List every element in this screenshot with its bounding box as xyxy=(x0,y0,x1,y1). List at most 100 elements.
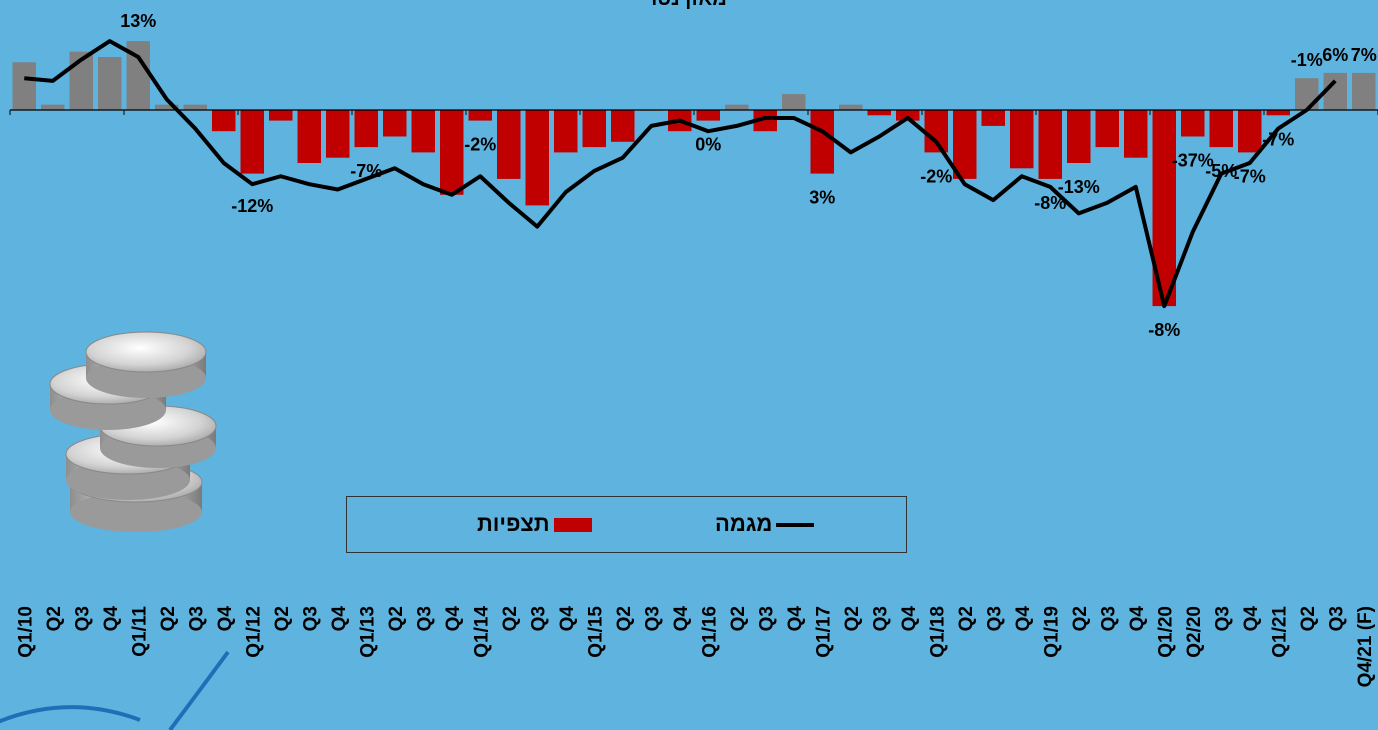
bar xyxy=(269,110,293,121)
bar xyxy=(1210,110,1234,147)
x-tick-label: Q3 xyxy=(300,606,321,631)
x-tick-label: Q3 xyxy=(642,606,663,631)
data-label: -5% xyxy=(1205,161,1237,181)
x-tick-label: Q4 xyxy=(1241,606,1262,632)
bar xyxy=(184,105,208,110)
legend-swatch-bar xyxy=(554,518,592,532)
x-tick-label: Q1/16 xyxy=(699,606,720,658)
bar xyxy=(583,110,607,147)
bar xyxy=(526,110,550,205)
chart-title: מאזן נטו xyxy=(651,0,726,10)
bar xyxy=(868,110,892,115)
bar xyxy=(697,110,721,121)
data-label: -1% xyxy=(1291,50,1323,70)
x-tick-label: Q2 xyxy=(1070,606,1091,631)
bar xyxy=(355,110,379,147)
x-tick-label: Q1/21 xyxy=(1269,606,1290,658)
bar xyxy=(611,110,635,142)
data-label: 0% xyxy=(695,135,721,155)
bar xyxy=(298,110,322,163)
coins-icon xyxy=(50,332,216,532)
legend: תצפיות מגמה xyxy=(346,496,907,553)
bar xyxy=(782,94,806,110)
data-label: -12% xyxy=(231,196,273,216)
x-tick-label: Q2 xyxy=(158,606,179,631)
x-tick-label: Q2 xyxy=(842,606,863,631)
x-tick-label: Q2/20 xyxy=(1184,606,1205,658)
bar xyxy=(1295,78,1319,110)
x-tick-label: Q4 xyxy=(1013,606,1034,632)
bar xyxy=(982,110,1006,126)
trend-line xyxy=(24,41,1335,306)
x-tick-label: Q2 xyxy=(728,606,749,631)
x-tick-label: Q2 xyxy=(956,606,977,631)
bar xyxy=(1010,110,1034,168)
bar xyxy=(212,110,236,131)
bar xyxy=(469,110,493,121)
bar xyxy=(13,62,37,110)
bar xyxy=(41,105,65,110)
x-tick-label: Q1/18 xyxy=(927,606,948,658)
bar xyxy=(1039,110,1063,179)
x-tick-label: Q3 xyxy=(1212,606,1233,631)
x-tick-label: Q1/15 xyxy=(585,606,606,658)
x-tick-label: Q4 xyxy=(329,606,350,632)
bar xyxy=(811,110,835,174)
bar xyxy=(383,110,407,137)
bar xyxy=(326,110,350,158)
x-tick-label: Q3 xyxy=(756,606,777,631)
bar xyxy=(497,110,521,179)
legend-label-observations: תצפיות xyxy=(477,511,550,536)
x-tick-label: Q3 xyxy=(414,606,435,631)
x-tick-label: Q1/19 xyxy=(1041,606,1062,658)
logo-mark-icon xyxy=(0,652,228,730)
x-tick-label: Q1/10 xyxy=(15,606,36,658)
data-label: -7% xyxy=(1234,166,1266,186)
data-label: 3% xyxy=(809,188,835,208)
bar xyxy=(1238,110,1262,152)
x-tick-label: Q1/17 xyxy=(813,606,834,658)
data-label: -13% xyxy=(1058,177,1100,197)
bar xyxy=(1181,110,1205,137)
x-tick-label: Q4 xyxy=(671,606,692,632)
data-label: 13% xyxy=(120,11,156,31)
x-tick-label: Q4 xyxy=(443,606,464,632)
data-label: -7% xyxy=(350,161,382,181)
data-label: 7% xyxy=(1351,45,1377,65)
bar xyxy=(554,110,578,152)
x-tick-label: Q2 xyxy=(44,606,65,631)
x-tick-label: Q3 xyxy=(984,606,1005,631)
bar xyxy=(1096,110,1120,147)
legend-item-trend: מגמה xyxy=(715,511,814,537)
data-label: -7% xyxy=(1262,129,1294,149)
x-tick-labels: Q1/10 Q2 Q3 Q4 Q1/11 Q2 Q3 Q4 Q1/12 Q2 Q3 Q4 Q1/13 Q2… xyxy=(15,606,1376,688)
x-tick-label: Q1/14 xyxy=(471,606,492,658)
bar xyxy=(1267,110,1291,115)
x-tick-label: Q1/11 xyxy=(129,606,150,657)
x-tick-label: Q4 xyxy=(1127,606,1148,632)
x-tick-label: Q4 xyxy=(101,606,122,632)
bar xyxy=(98,57,122,110)
data-label: 6% xyxy=(1322,45,1348,65)
x-tick-label: Q4 xyxy=(215,606,236,632)
x-tick-label: Q2 xyxy=(614,606,635,631)
data-label: -8% xyxy=(1148,320,1180,340)
x-tick-label: Q4 xyxy=(785,606,806,632)
data-label: -2% xyxy=(920,166,952,186)
x-tick-label: Q2 xyxy=(1298,606,1319,631)
bar xyxy=(1124,110,1148,158)
x-tick-label: Q1/12 xyxy=(243,606,264,658)
x-tick-label: Q3 xyxy=(1098,606,1119,631)
x-tick-label: Q2 xyxy=(500,606,521,631)
bar xyxy=(1352,73,1376,110)
bar xyxy=(440,110,464,195)
x-tick-label: Q1/20 xyxy=(1155,606,1176,658)
data-label: -2% xyxy=(464,135,496,155)
x-tick-label: Q4 xyxy=(557,606,578,632)
x-tick-label: Q3 xyxy=(1326,606,1347,631)
bar xyxy=(925,110,949,152)
x-tick-label: Q2 xyxy=(386,606,407,631)
bar xyxy=(725,105,749,110)
x-tick-label: Q3 xyxy=(528,606,549,631)
legend-swatch-line xyxy=(776,523,814,527)
